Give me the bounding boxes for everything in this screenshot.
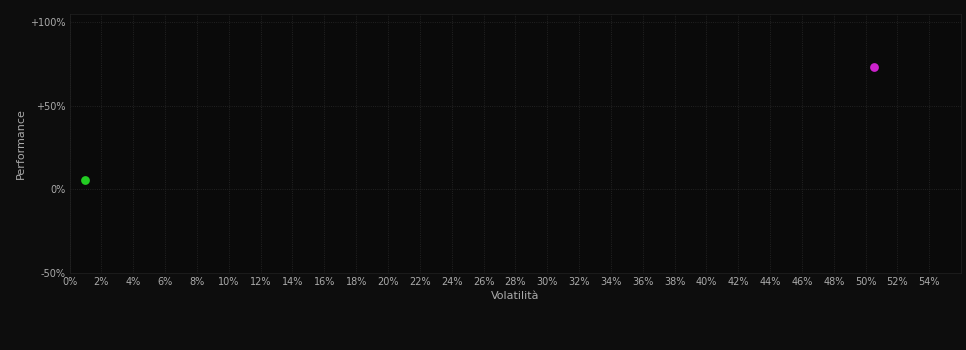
X-axis label: Volatilità: Volatilità (491, 291, 540, 301)
Point (866, 65, 881, 70)
Y-axis label: Performance: Performance (15, 108, 26, 179)
Point (77, 177, 93, 183)
